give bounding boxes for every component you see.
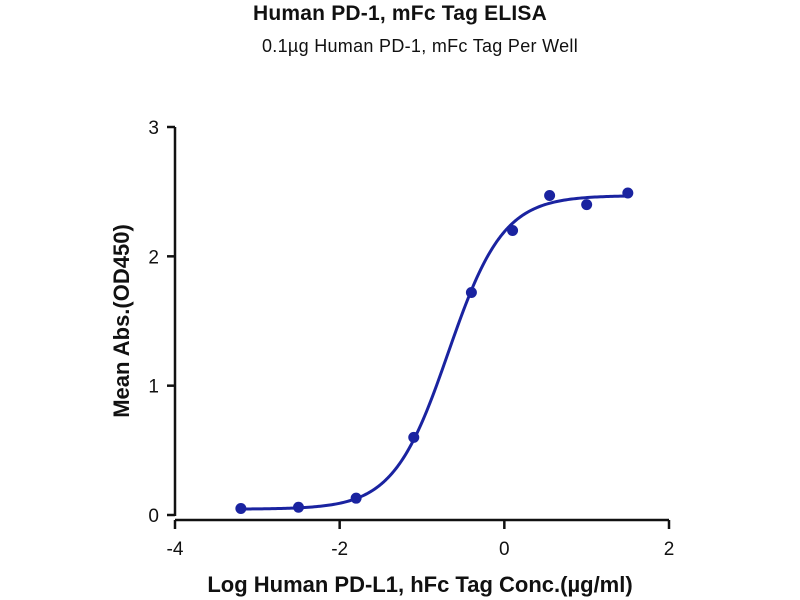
y-tick-label: 1 [148, 377, 159, 398]
data-point [622, 187, 634, 199]
data-point [293, 501, 304, 513]
y-tick-label: 2 [148, 247, 159, 268]
x-tick-label: -4 [167, 539, 184, 560]
axes-group: 0 1 2 3 -4 -2 0 2 [148, 118, 674, 560]
x-tick-label: 2 [664, 539, 675, 560]
data-point [465, 287, 477, 299]
data-point [507, 224, 519, 236]
x-tick-label: -2 [331, 539, 348, 560]
chart-subtitle: 0.1µg Human PD-1, mFc Tag Per Well [261, 36, 578, 56]
data-point [544, 190, 556, 202]
chart-title: Human PD-1, mFc Tag ELISA [253, 2, 547, 25]
x-axis-label: Log Human PD-L1, hFc Tag Conc.(µg/ml) [207, 572, 632, 597]
data-point [235, 503, 247, 515]
data-point [350, 492, 362, 504]
y-tick-label: 0 [148, 506, 159, 527]
data-point [408, 431, 420, 443]
x-tick-label: 0 [499, 539, 510, 560]
marks-group [235, 187, 634, 515]
y-axis-label: Mean Abs.(OD450) [109, 224, 134, 418]
y-tick-label: 3 [148, 118, 159, 139]
data-point [581, 199, 593, 211]
fit-curve [240, 194, 628, 511]
